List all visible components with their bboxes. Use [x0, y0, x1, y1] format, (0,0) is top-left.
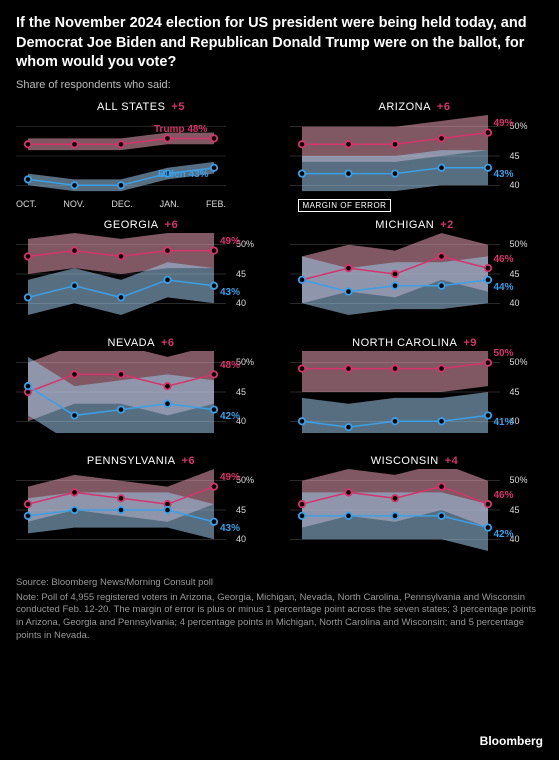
chart-panel: MICHIGAN+2404550%46%44%	[290, 219, 540, 329]
chart-area: 404550%49%43%MARGIN OF ERROR	[290, 115, 540, 211]
state-name: PENNSYLVANIA	[87, 455, 176, 467]
delta-label: +9	[463, 337, 477, 349]
y-axis-labels: 404550%	[510, 115, 544, 197]
state-name: NEVADA	[108, 337, 155, 349]
biden-series-label: Biden 43%	[158, 169, 209, 180]
biden-end-label: 43%	[220, 523, 240, 534]
panel-title: NORTH CAROLINA +9	[290, 337, 540, 349]
delta-label: +5	[171, 101, 185, 113]
biden-end-label: 42%	[494, 529, 514, 540]
state-name: GEORGIA	[104, 219, 159, 231]
y-axis-labels: 404550%	[510, 469, 544, 551]
chart-area: 404550%49%43%	[16, 233, 266, 329]
chart-area: 404550%50%41%	[290, 351, 540, 447]
deck: Share of respondents who said:	[16, 79, 543, 91]
chart-svg	[290, 115, 500, 197]
chart-svg	[290, 469, 500, 551]
headline: If the November 2024 election for US pre…	[16, 14, 543, 73]
panel-title: MICHIGAN +2	[290, 219, 540, 231]
chart-svg	[290, 351, 500, 433]
chart-svg	[290, 233, 500, 315]
chart-area: 404550%48%42%	[16, 351, 266, 447]
panel-title: ALL STATES +5	[16, 101, 266, 113]
state-name: MICHIGAN	[375, 219, 434, 231]
trump-end-label: 46%	[494, 490, 514, 501]
chart-svg	[16, 469, 226, 551]
trump-series-label: Trump 48%	[154, 124, 207, 135]
y-axis-labels: 404550%	[236, 233, 270, 315]
x-axis-labels: OCT.NOV.DEC.JAN.FEB.	[16, 199, 226, 211]
brand-logo: Bloomberg	[480, 734, 543, 748]
chart-panel: PENNSYLVANIA+6404550%49%43%	[16, 455, 266, 565]
delta-label: +6	[437, 101, 451, 113]
y-axis-labels: 404550%	[510, 351, 544, 433]
note-line: Note: Poll of 4,955 registered voters in…	[16, 592, 543, 643]
state-name: ALL STATES	[97, 101, 165, 113]
panel-title: ARIZONA +6	[290, 101, 540, 113]
y-axis-labels: 404550%	[510, 233, 544, 315]
panel-title: NEVADA +6	[16, 337, 266, 349]
delta-label: +6	[182, 455, 196, 467]
delta-label: +4	[445, 455, 459, 467]
biden-end-label: 44%	[494, 282, 514, 293]
chart-area: 404550%49%43%	[16, 469, 266, 565]
chart-area: Trump 48% Biden 43% OCT.NOV.DEC.JAN.FEB.	[16, 115, 266, 211]
state-name: WISCONSIN	[371, 455, 439, 467]
biden-end-label: 43%	[220, 287, 240, 298]
panel-title: PENNSYLVANIA +6	[16, 455, 266, 467]
state-name: NORTH CAROLINA	[352, 337, 457, 349]
y-axis-labels: 404550%	[236, 351, 270, 433]
chart-panel: WISCONSIN+4404550%46%42%	[290, 455, 540, 565]
chart-area: 404550%46%44%	[290, 233, 540, 329]
trump-end-label: 48%	[220, 360, 240, 371]
y-axis-labels: 404550%	[236, 469, 270, 551]
chart-panel: ALL STATES +5 Trump 48% Biden 43% OCT.NOV.DE…	[16, 101, 266, 211]
chart-panel: NORTH CAROLINA+9404550%50%41%	[290, 337, 540, 447]
panel-title: WISCONSIN +4	[290, 455, 540, 467]
chart-panel: NEVADA+6404550%48%42%	[16, 337, 266, 447]
source-line: Source: Bloomberg News/Morning Consult p…	[16, 577, 543, 590]
biden-end-label: 42%	[220, 411, 240, 422]
chart-grid: ALL STATES +5 Trump 48% Biden 43% OCT.NOV.DE…	[16, 101, 543, 565]
moe-label: MARGIN OF ERROR	[298, 195, 392, 213]
chart-svg	[16, 351, 226, 433]
chart-panel: GEORGIA+6404550%49%43%	[16, 219, 266, 329]
chart-panel: ARIZONA+6404550%49%43%MARGIN OF ERROR	[290, 101, 540, 211]
footer: Source: Bloomberg News/Morning Consult p…	[16, 577, 543, 643]
delta-label: +2	[440, 219, 454, 231]
biden-end-label: 43%	[494, 169, 514, 180]
chart-svg	[16, 233, 226, 315]
trump-end-label: 50%	[494, 348, 514, 359]
panel-title: GEORGIA +6	[16, 219, 266, 231]
trump-end-label: 49%	[494, 118, 514, 129]
infographic: If the November 2024 election for US pre…	[0, 0, 559, 653]
state-name: ARIZONA	[379, 101, 431, 113]
chart-area: 404550%46%42%	[290, 469, 540, 565]
trump-end-label: 46%	[494, 254, 514, 265]
delta-label: +6	[165, 219, 179, 231]
trump-end-label: 49%	[220, 236, 240, 247]
biden-end-label: 41%	[494, 417, 514, 428]
delta-label: +6	[161, 337, 175, 349]
trump-end-label: 49%	[220, 472, 240, 483]
